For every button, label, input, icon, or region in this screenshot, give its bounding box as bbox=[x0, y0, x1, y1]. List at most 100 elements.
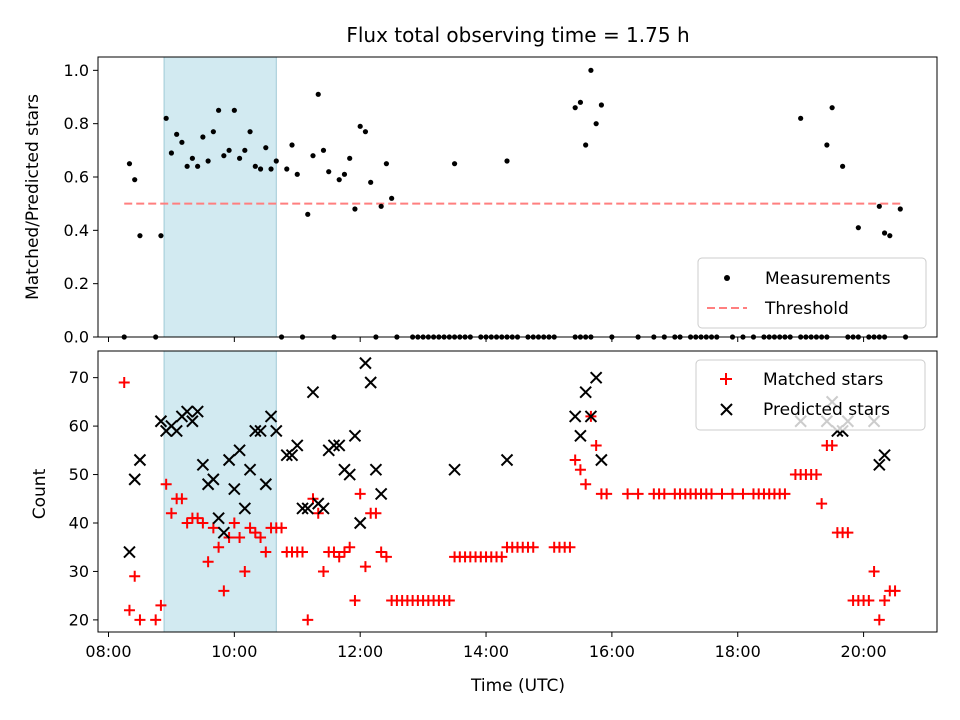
data-point bbox=[448, 463, 461, 476]
data-point bbox=[590, 439, 602, 451]
data-point bbox=[191, 405, 204, 418]
data-point bbox=[137, 233, 143, 239]
data-point bbox=[252, 163, 258, 169]
data-point bbox=[810, 469, 822, 481]
data-point bbox=[333, 439, 346, 452]
top-shaded-interval bbox=[163, 56, 277, 338]
x-tick-label: 16:00 bbox=[589, 642, 635, 661]
data-point bbox=[239, 565, 251, 577]
top-y-tick-label: 0.2 bbox=[64, 274, 89, 293]
top-panel: 0.0 0.2 0.4 0.6 0.8 1.0 bbox=[64, 56, 938, 347]
legend-top: Measurements Threshold bbox=[697, 257, 927, 329]
top-y-tick-label: 1.0 bbox=[64, 61, 89, 80]
data-point bbox=[344, 541, 356, 553]
data-point bbox=[370, 507, 382, 519]
data-point bbox=[527, 541, 539, 553]
data-point bbox=[878, 448, 891, 462]
data-point bbox=[881, 230, 888, 236]
data-point bbox=[257, 166, 264, 172]
data-point bbox=[579, 385, 592, 399]
data-point bbox=[165, 507, 177, 519]
data-point bbox=[217, 526, 231, 539]
data-point bbox=[496, 551, 508, 563]
data-point bbox=[270, 424, 283, 438]
data-point bbox=[264, 410, 278, 423]
data-point bbox=[326, 169, 332, 175]
data-point bbox=[216, 107, 222, 113]
data-point bbox=[632, 488, 644, 500]
data-point bbox=[873, 614, 885, 626]
data-point bbox=[168, 150, 175, 156]
data-point bbox=[158, 233, 164, 239]
data-point bbox=[338, 546, 350, 558]
data-point bbox=[369, 463, 383, 476]
x-tick-label: 14:00 bbox=[463, 642, 509, 661]
legend-predicted-label: Predicted stars bbox=[763, 400, 890, 420]
legend-bottom-box bbox=[695, 359, 926, 431]
data-point bbox=[359, 561, 371, 573]
data-point bbox=[383, 161, 390, 167]
bottom-y-tick-label: 40 bbox=[69, 513, 89, 532]
data-point bbox=[443, 595, 455, 607]
top-y-tick-label: 0.0 bbox=[64, 328, 89, 347]
data-point bbox=[574, 464, 586, 476]
top-axes-frame bbox=[97, 56, 938, 338]
data-point bbox=[296, 502, 309, 515]
data-point bbox=[236, 155, 243, 161]
data-point bbox=[349, 595, 361, 607]
data-point bbox=[210, 129, 216, 135]
data-point bbox=[259, 478, 273, 491]
data-point bbox=[572, 105, 578, 111]
data-point bbox=[260, 546, 272, 558]
data-point bbox=[181, 517, 193, 529]
data-point bbox=[234, 532, 246, 544]
data-point bbox=[873, 458, 886, 472]
bottom-y-tick-label: 50 bbox=[69, 465, 89, 484]
data-point bbox=[816, 498, 828, 510]
data-point bbox=[726, 488, 738, 500]
data-point bbox=[589, 371, 603, 384]
x-tick-label: 08:00 bbox=[85, 642, 131, 661]
data-point bbox=[568, 410, 582, 423]
data-point bbox=[889, 585, 901, 597]
data-point bbox=[222, 453, 236, 467]
data-point bbox=[205, 158, 211, 164]
data-point bbox=[249, 527, 261, 539]
x-tick-label: 20:00 bbox=[841, 642, 887, 661]
data-point bbox=[588, 67, 594, 73]
data-point bbox=[580, 478, 592, 490]
data-point bbox=[160, 478, 172, 490]
data-point bbox=[170, 424, 183, 438]
data-point bbox=[375, 546, 387, 558]
data-point bbox=[374, 487, 388, 501]
data-point bbox=[500, 453, 514, 467]
data-point bbox=[195, 163, 201, 169]
data-point bbox=[779, 488, 791, 500]
data-point bbox=[155, 599, 167, 611]
data-point bbox=[285, 448, 299, 462]
data-point bbox=[231, 107, 237, 113]
data-point bbox=[197, 517, 209, 529]
data-point bbox=[879, 595, 891, 607]
data-point bbox=[343, 468, 356, 481]
data-point bbox=[584, 410, 598, 423]
data-point bbox=[226, 147, 232, 153]
data-point bbox=[354, 488, 366, 500]
data-point bbox=[180, 405, 194, 418]
data-point bbox=[855, 225, 861, 231]
data-point bbox=[362, 129, 369, 135]
data-point bbox=[294, 171, 300, 177]
bottom-y-tick-label: 20 bbox=[69, 610, 89, 629]
data-point bbox=[244, 522, 256, 534]
data-point bbox=[348, 429, 362, 442]
data-point bbox=[336, 177, 342, 183]
data-point bbox=[284, 166, 290, 172]
bottom-series-predicted-stars bbox=[123, 356, 891, 559]
data-point bbox=[577, 99, 584, 105]
data-point bbox=[842, 527, 854, 539]
x-axis-label: Time (UTC) bbox=[470, 676, 565, 696]
bottom-y-tick-label: 30 bbox=[69, 562, 89, 581]
data-point bbox=[868, 565, 880, 577]
data-point bbox=[254, 424, 267, 438]
